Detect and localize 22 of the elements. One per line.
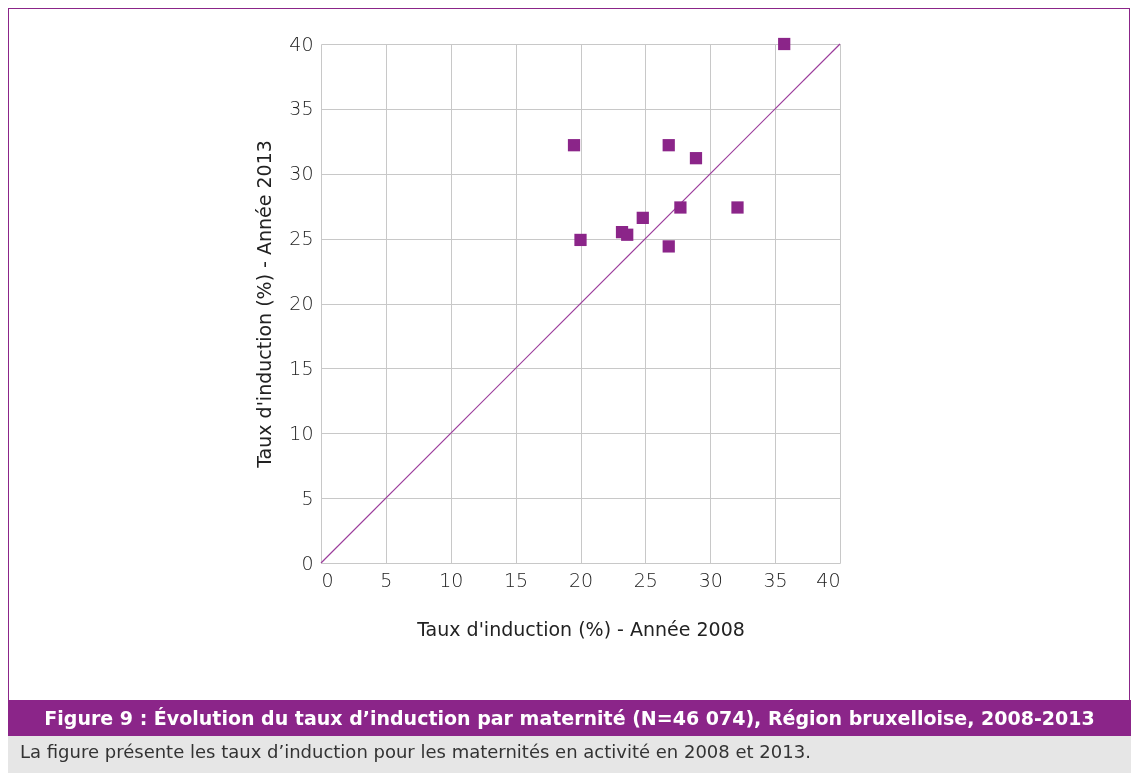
- x-tick-label: 25: [633, 568, 658, 591]
- y-tick-label: 25: [289, 227, 314, 250]
- y-tick-label: 15: [289, 356, 314, 379]
- y-axis-title: Taux d'induction (%) - Année 2013: [253, 140, 276, 469]
- y-tick-label: 20: [289, 292, 314, 314]
- y-tick-label: 10: [289, 421, 314, 444]
- x-tick-label: 40: [816, 568, 841, 591]
- y-tick-label: 0: [301, 551, 314, 574]
- text: Figure 9 : Évolution du taux d’induction par maternité (N=46 074), Région bruxelloise, 2008-2013: [8, 700, 1131, 736]
- x-tick-label: 35: [763, 568, 788, 591]
- x-tick-label: 30: [698, 568, 723, 591]
- x-tick-label: 5: [380, 568, 393, 591]
- text: La figure présente les taux d’induction pour les maternités en activité en 2008 et 2013.: [8, 736, 1131, 773]
- x-tick-label: 15: [504, 568, 529, 591]
- x-tick-label: 10: [439, 568, 464, 591]
- x-axis-title: Taux d'induction (%) - Année 2008: [416, 617, 745, 640]
- y-tick-label: 5: [301, 486, 314, 509]
- y-tick-label: 40: [289, 32, 314, 55]
- x-tick-label: 20: [568, 568, 594, 591]
- x-tick-label: 0: [321, 568, 334, 591]
- y-tick-label: 35: [289, 97, 314, 120]
- y-tick-label: 30: [289, 162, 314, 185]
